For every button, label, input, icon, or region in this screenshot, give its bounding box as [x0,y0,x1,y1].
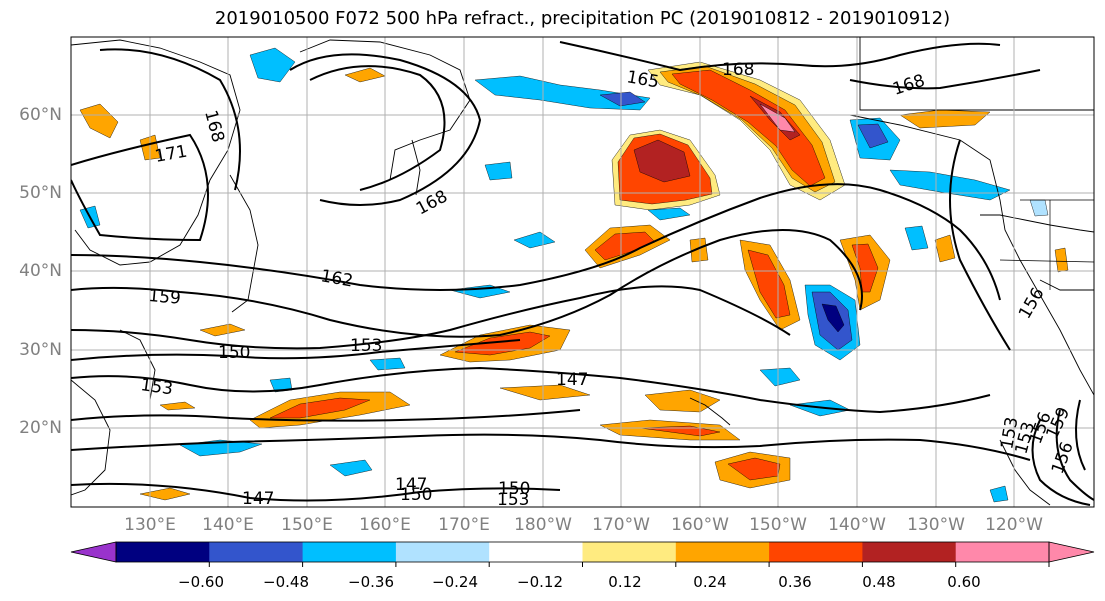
negative-precip-area [329,459,373,477]
lon-label: 180°W [514,515,572,535]
contour-label: 168 [722,60,754,80]
contour-label: 147 [395,475,427,495]
colorbar-segment [769,542,863,562]
positive-precip-area [499,384,591,401]
contour-label: 150 [218,343,250,363]
positive-precip-area [1054,247,1069,273]
colorbar-tick-label: −0.36 [348,573,394,591]
positive-precip-area [454,331,551,356]
colorbar-segment [209,542,304,562]
colorbar-segment [116,542,210,562]
colorbar-tick-label: −0.24 [432,573,478,591]
colorbar-tick-label: 0.36 [778,573,812,591]
gridlines [71,37,1094,507]
lon-label: 130°W [907,515,965,535]
colorbar-segment [302,542,397,562]
colorbar-segment [862,542,957,562]
lat-label: 60°N [19,105,62,125]
negative-precip-area [513,231,556,249]
colorbar-tick-label: 0.48 [862,573,896,591]
positive-precip-area [139,487,191,501]
lon-label: 150°E [281,515,333,535]
colorbar-tick-label: 0.60 [947,573,981,591]
lon-label: 170°W [592,515,650,535]
lon-label: 140°E [202,515,254,535]
negative-precip-area [821,303,845,333]
positive-precip-area [727,457,781,481]
lon-label: 160°E [359,515,411,535]
contour-label: 147 [556,370,588,390]
positive-precip-area [851,243,879,293]
positive-precip-area [934,234,956,263]
contour-label: 159 [148,286,182,309]
negative-precip-area [759,367,801,387]
lon-label: 150°W [749,515,807,535]
positive-precip-area [269,397,371,419]
political-borders [999,199,1094,290]
map-frame [70,36,1095,508]
ocean-background [71,37,1094,507]
lat-label: 50°N [19,183,62,203]
lon-label: 120°W [985,515,1043,535]
colorbar-segment [489,542,583,562]
colorbar-tick-label: −0.48 [263,573,309,591]
lat-label: 30°N [19,340,62,360]
lat-label: 20°N [19,418,62,438]
map-panel [71,37,1094,507]
coastlines [71,37,1094,506]
colorbar [70,541,1095,567]
contour-label: 153 [139,375,174,399]
colorbar-segment [675,542,770,562]
contour-label: 147 [242,489,274,509]
colorbar-tick-label: −0.12 [517,573,563,591]
positive-precip-area [747,249,791,319]
positive-precip-area [159,401,196,411]
negative-precip-area [249,47,296,83]
negative-precip-area [599,91,646,107]
negative-precip-area [369,357,406,371]
colorbar-max-arrow [1048,541,1095,563]
negative-precip-area [647,207,691,221]
colorbar-segment [955,542,1050,562]
colorbar-segment [582,542,677,562]
lon-label: 160°W [671,515,729,535]
contour-label: 150 [498,479,530,499]
negative-precip-area [904,225,929,251]
positive-precip-area [644,389,721,413]
map-title: 2019010500 F072 500 hPa refract., precip… [214,8,951,29]
contour-label: 153 [350,336,382,356]
lon-label: 140°W [828,515,886,535]
negative-precip-area [857,123,889,149]
precip-fields [79,47,1069,503]
positive-precip-area [79,103,119,139]
colorbar-min-arrow [70,541,117,563]
lon-label: 170°E [438,515,490,535]
contour-label: 153 [497,490,529,510]
negative-precip-area [474,75,651,111]
negative-precip-area [484,161,513,181]
lat-label: 40°N [19,261,62,281]
contour-label: 150 [400,485,432,505]
colorbar-tick-label: −0.60 [178,573,224,591]
colorbar-tick-label: 0.12 [608,573,642,591]
height-contours [71,41,1094,506]
positive-precip-area [633,139,691,183]
colorbar-segment [395,542,490,562]
negative-precip-area [989,485,1009,503]
lon-label: 130°E [124,515,176,535]
colorbar-tick-label: 0.24 [693,573,727,591]
positive-precip-area [199,323,246,337]
